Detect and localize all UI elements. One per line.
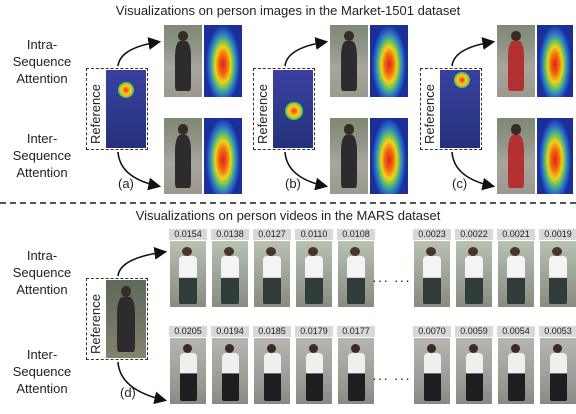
panel-label-a: (a): [118, 176, 134, 191]
intra-person-a: [164, 25, 202, 97]
reference-image-d: [106, 280, 146, 358]
attention-hotspot-b: [285, 102, 303, 120]
arrow-d-down: [117, 361, 168, 405]
video-frame: [540, 338, 576, 404]
intra-scores-value: 0.0019: [539, 229, 576, 240]
intra-scores-value: 0.0127: [253, 229, 291, 240]
video-frame: [456, 241, 492, 307]
intra-scores-value: 0.0138: [211, 229, 249, 240]
attention-hotspot-a: [118, 82, 134, 98]
video-frame: [212, 338, 248, 404]
video-frame: [456, 338, 492, 404]
intra-sequence-label-bottom: Intra- Sequence Attention: [12, 248, 72, 297]
video-frame: [498, 241, 534, 307]
intra-heatmap-c: [537, 25, 573, 97]
section-divider: [0, 202, 576, 204]
reference-image-a: [106, 70, 146, 148]
inter-heatmap-c: [537, 118, 573, 194]
arrow-c-down: [451, 151, 496, 191]
arrow-d-up: [117, 246, 168, 277]
intra-ellipsis: ··· ···: [372, 272, 411, 288]
reference-image-c: [440, 70, 480, 148]
video-frame: [170, 338, 206, 404]
inter-scores-value: 0.0177: [337, 326, 375, 337]
inter-person-c: [497, 118, 535, 194]
intra-scores-value: 0.0021: [497, 229, 535, 240]
video-frame: [296, 241, 332, 307]
intra-heatmap-a: [204, 25, 242, 97]
video-frame: [212, 241, 248, 307]
inter-person-a: [164, 118, 202, 194]
inter-sequence-label-bottom: Inter- Sequence Attention: [12, 347, 72, 396]
reference-image-b: [273, 70, 313, 148]
video-frame: [338, 241, 374, 307]
intra-person-c: [497, 25, 535, 97]
arrow-b-up: [284, 37, 329, 67]
video-frame: [338, 338, 374, 404]
inter-scores-value: 0.0205: [169, 326, 207, 337]
panel-label-b: (b): [285, 176, 301, 191]
inter-scores-value: 0.0053: [539, 326, 576, 337]
inter-scores-value: 0.0054: [497, 326, 535, 337]
arrow-b-down: [284, 151, 329, 191]
video-frame: [170, 241, 206, 307]
intra-scores-value: 0.0023: [413, 229, 451, 240]
video-frame: [254, 241, 290, 307]
market-title: Visualizations on person images in the M…: [115, 3, 461, 18]
intra-heatmap-b: [370, 25, 408, 97]
intra-scores-value: 0.0108: [337, 229, 375, 240]
attention-hotspot-c: [454, 72, 470, 88]
arrow-a-up: [117, 37, 162, 67]
panel-label-d: (d): [120, 385, 136, 400]
panel-label-c: (c): [452, 176, 468, 191]
intra-scores-value: 0.0154: [169, 229, 207, 240]
inter-sequence-label-top: Inter- Sequence Attention: [12, 131, 72, 180]
intra-scores-value: 0.0022: [455, 229, 493, 240]
video-frame: [296, 338, 332, 404]
inter-scores-value: 0.0185: [253, 326, 291, 337]
video-frame: [414, 338, 450, 404]
inter-heatmap-a: [204, 118, 242, 194]
inter-person-b: [330, 118, 368, 194]
inter-heatmap-b: [370, 118, 408, 194]
video-frame: [254, 338, 290, 404]
intra-sequence-label-top: Intra- Sequence Attention: [12, 37, 72, 86]
video-frame: [414, 241, 450, 307]
inter-scores-value: 0.0179: [295, 326, 333, 337]
mars-title: Visualizations on person videos in the M…: [135, 208, 441, 223]
arrow-a-down: [117, 151, 162, 191]
video-frame: [498, 338, 534, 404]
inter-scores-value: 0.0194: [211, 326, 249, 337]
inter-scores-value: 0.0070: [413, 326, 451, 337]
inter-ellipsis: ··· ···: [372, 370, 411, 386]
intra-person-b: [330, 25, 368, 97]
intra-scores-value: 0.0110: [295, 229, 333, 240]
arrow-c-up: [451, 37, 496, 67]
video-frame: [540, 241, 576, 307]
inter-scores-value: 0.0059: [455, 326, 493, 337]
